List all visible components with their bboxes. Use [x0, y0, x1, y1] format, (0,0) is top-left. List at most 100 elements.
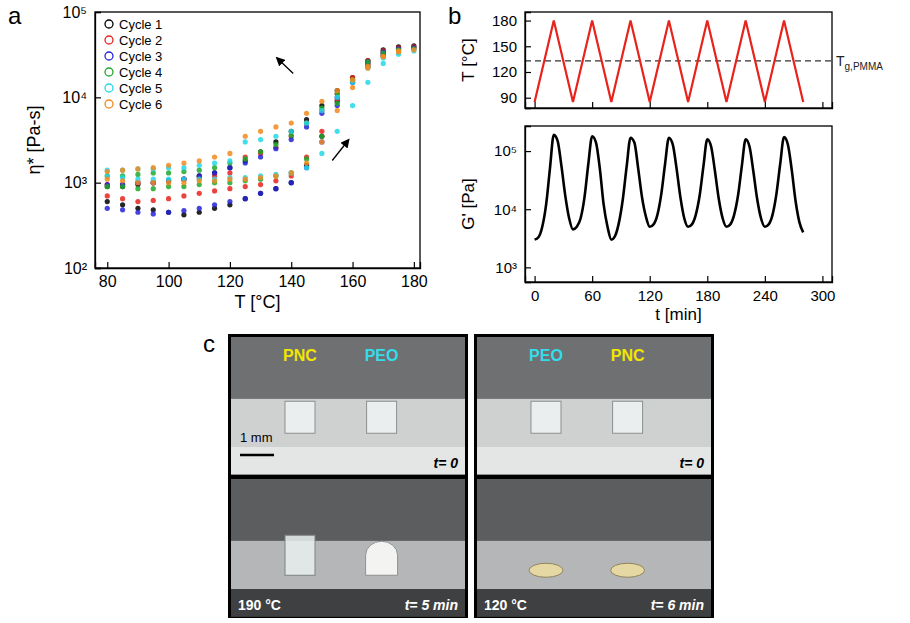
tick: [650, 102, 651, 108]
data-point: [289, 129, 294, 134]
data-point: [212, 165, 217, 170]
data-point: [319, 151, 324, 156]
data-point: [166, 196, 171, 201]
data-point: [120, 184, 125, 189]
data-point: [304, 160, 309, 165]
data-point: [258, 182, 263, 187]
data-point: [212, 170, 217, 175]
data-point: [350, 77, 355, 82]
tick-mark: [414, 262, 415, 268]
data-point: [304, 111, 309, 116]
data-point: [350, 103, 355, 108]
data-point: [365, 64, 370, 69]
plot-frame: [95, 12, 420, 268]
photo-bench: [231, 541, 465, 589]
tick: 10⁵: [494, 142, 531, 159]
tick: 300: [810, 276, 835, 304]
data-point: [227, 165, 232, 170]
data-point: [227, 170, 232, 175]
data-point: [319, 139, 324, 144]
data-point: [197, 206, 202, 211]
data-point: [227, 165, 232, 170]
data-point: [258, 137, 263, 142]
panel-b-2: 06012018024030010³10⁴10⁵t [min]G' [Pa]: [459, 126, 835, 324]
legend-marker: [105, 84, 113, 92]
sample: [366, 541, 398, 575]
data-point: [319, 139, 324, 144]
y-axis-title: η* [Pa-s]: [24, 105, 44, 174]
tick: 150: [492, 38, 531, 55]
x-axis: 060120180240300: [526, 276, 836, 304]
legend-marker: [105, 36, 113, 44]
data-point: [381, 54, 386, 59]
data-point: [289, 120, 294, 125]
data-point: [105, 184, 110, 189]
data-point: [273, 186, 278, 191]
data-point: [273, 173, 278, 178]
y-axis-title: G' [Pa]: [459, 178, 478, 229]
data-point: [120, 178, 125, 183]
data-point: [350, 77, 355, 82]
data-point: [166, 180, 171, 185]
tick: 80: [99, 262, 117, 290]
data-point: [273, 142, 278, 147]
data-point: [227, 158, 232, 163]
sample-label: PEO: [529, 347, 563, 364]
data-point: [227, 177, 232, 182]
axis-line: [526, 13, 532, 109]
legend-label: Cycle 6: [119, 97, 162, 112]
data-point: [151, 211, 156, 216]
legend-label: Cycle 4: [119, 65, 162, 80]
tick: 100: [156, 262, 183, 290]
sample: [611, 563, 645, 577]
data-point: [365, 64, 370, 69]
data-point: [289, 170, 294, 175]
data-point: [135, 166, 140, 171]
tick-label: 100: [156, 273, 183, 290]
data-point: [227, 151, 232, 156]
tick-label: 10⁴: [62, 89, 87, 106]
data-point: [151, 180, 156, 185]
panel-letter: b: [448, 2, 461, 29]
x-axis: [526, 102, 833, 109]
tick-label: 150: [492, 38, 517, 55]
data-point: [181, 165, 186, 170]
data-point: [319, 99, 324, 104]
data-point: [258, 149, 263, 154]
data-point: [289, 180, 294, 185]
data-point: [135, 210, 140, 215]
sample: [285, 535, 315, 575]
panel-letter: a: [8, 2, 22, 29]
data-point: [258, 191, 263, 196]
tick: 120: [638, 276, 663, 304]
data-point: [243, 156, 248, 161]
tick-label: 120: [638, 287, 663, 304]
time-label: t= 0: [433, 455, 458, 471]
data-point: [212, 188, 217, 193]
data-point: [304, 120, 309, 125]
sample: [367, 401, 397, 433]
sample-label: PNC: [611, 347, 645, 364]
data-point: [227, 199, 232, 204]
plot-frame: [525, 126, 832, 282]
photo-frame: [228, 334, 468, 618]
tick-mark: [822, 276, 823, 282]
tick: [592, 102, 593, 108]
legend-marker: [105, 52, 113, 60]
photo-background: [231, 479, 465, 617]
data-point: [105, 193, 110, 198]
data-point: [197, 178, 202, 183]
data-point: [319, 108, 324, 113]
y-axis: 10²10³10⁴10⁵: [62, 4, 101, 277]
data-point: [135, 180, 140, 185]
tick-mark: [525, 20, 531, 21]
data-point: [319, 108, 324, 113]
tick-mark: [534, 102, 535, 108]
data-point: [350, 85, 355, 90]
annotation-subscript: g,PMMA: [845, 61, 884, 72]
data-point: [381, 54, 386, 59]
tick-label: 90: [500, 89, 517, 106]
data-point: [396, 48, 401, 53]
tick-mark: [291, 262, 292, 268]
data-point: [289, 129, 294, 134]
